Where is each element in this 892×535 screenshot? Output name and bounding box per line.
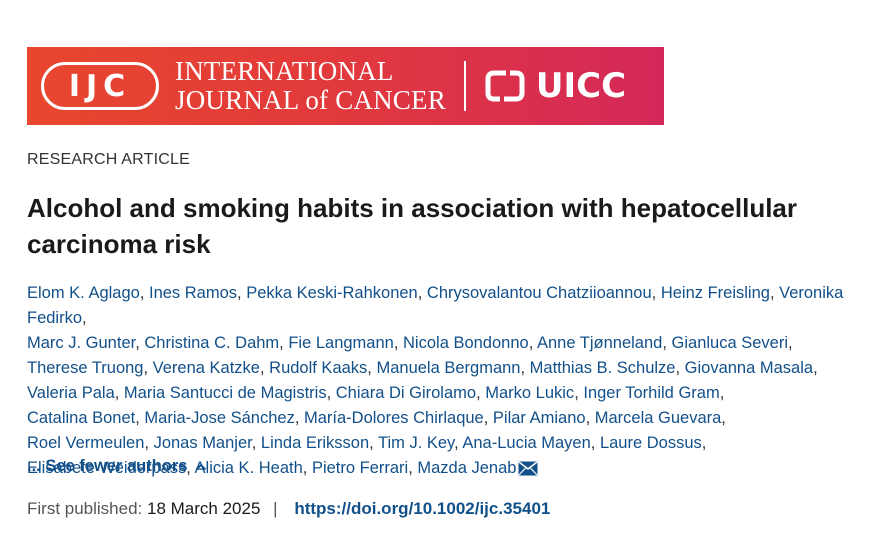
- author-link[interactable]: Therese Truong: [27, 359, 144, 377]
- article-type: RESEARCH ARTICLE: [27, 151, 190, 168]
- author-link[interactable]: Linda Eriksson: [260, 434, 370, 452]
- author-link[interactable]: Elisabete Weiderpass: [27, 459, 187, 477]
- envelope-icon[interactable]: [518, 461, 538, 476]
- author-link[interactable]: Ines Ramos: [149, 284, 238, 302]
- author-link[interactable]: Tim J. Key: [378, 434, 455, 452]
- author-link[interactable]: Jonas Manjer: [153, 434, 252, 452]
- author-link[interactable]: Marko Lukic: [485, 384, 575, 402]
- author-link[interactable]: Marc J. Gunter: [27, 334, 136, 352]
- separator: |: [273, 499, 278, 518]
- author-link[interactable]: Mazda Jenab: [417, 459, 517, 477]
- author-link[interactable]: Inger Torhild Gram: [583, 384, 720, 402]
- see-fewer-authors-button[interactable]: ... See fewer authors: [27, 457, 207, 476]
- author-link[interactable]: Gianluca Severi: [671, 334, 788, 352]
- first-published-date: 18 March 2025: [147, 499, 261, 518]
- journal-name: INTERNATIONAL JOURNAL of CANCER: [175, 57, 446, 115]
- author-link[interactable]: Elom K. Aglago: [27, 284, 140, 302]
- first-published-label: First published:: [27, 499, 143, 518]
- doi-link[interactable]: https://doi.org/10.1002/ijc.35401: [294, 499, 551, 518]
- journal-name-line1: INTERNATIONAL: [175, 56, 394, 86]
- author-link[interactable]: Verena Katzke: [152, 359, 260, 377]
- author-link[interactable]: Laure Dossus: [599, 434, 702, 452]
- author-link[interactable]: Heinz Freisling: [660, 284, 770, 302]
- uicc-mark-icon: [485, 70, 525, 102]
- see-fewer-label: ... See fewer authors: [27, 457, 188, 475]
- author-link[interactable]: Christina C. Dahm: [144, 334, 280, 352]
- article-title: Alcohol and smoking habits in associatio…: [27, 193, 798, 259]
- author-link[interactable]: Pekka Keski-Rahkonen: [246, 284, 418, 302]
- author-link[interactable]: Catalina Bonet: [27, 409, 136, 427]
- uicc-logo-text: UICC: [535, 66, 627, 106]
- uicc-logo: UICC: [484, 66, 626, 106]
- author-link[interactable]: Maria Santucci de Magistris: [123, 384, 327, 402]
- author-link[interactable]: Veronika Fedirko: [27, 284, 844, 327]
- author-link[interactable]: Roel Vermeulen: [27, 434, 145, 452]
- author-link[interactable]: Anne Tjønneland: [536, 334, 663, 352]
- author-link[interactable]: Ana-Lucia Mayen: [462, 434, 591, 452]
- banner-divider: [463, 61, 466, 111]
- author-link[interactable]: Fie Langmann: [288, 334, 394, 352]
- author-link[interactable]: Pietro Ferrari: [311, 459, 409, 477]
- author-link[interactable]: Alicia K. Heath: [194, 459, 303, 477]
- author-link[interactable]: Matthias B. Schulze: [529, 359, 676, 377]
- author-link[interactable]: Chiara Di Girolamo: [335, 384, 477, 402]
- author-link[interactable]: Rudolf Kaaks: [269, 359, 368, 377]
- author-link[interactable]: Pilar Amiano: [492, 409, 586, 427]
- author-link[interactable]: María-Dolores Chirlaque: [304, 409, 484, 427]
- journal-banner[interactable]: IJC INTERNATIONAL JOURNAL of CANCER UICC: [27, 47, 664, 125]
- author-link[interactable]: Marcela Guevara: [594, 409, 722, 427]
- author-link[interactable]: Maria-Jose Sánchez: [144, 409, 295, 427]
- author-list: Elom K. Aglago, Ines Ramos, Pekka Keski-…: [27, 284, 844, 477]
- author-link[interactable]: Chrysovalantou Chatziioannou: [426, 284, 652, 302]
- ijc-logo: IJC: [41, 62, 159, 110]
- ijc-logo-text: IJC: [68, 68, 132, 104]
- author-link[interactable]: Giovanna Masala: [684, 359, 814, 377]
- chevron-up-icon: [196, 463, 207, 470]
- author-link[interactable]: Valeria Pala: [27, 384, 115, 402]
- publication-info: First published: 18 March 2025 | https:/…: [27, 499, 550, 519]
- journal-name-line2: JOURNAL of CANCER: [175, 85, 446, 115]
- author-link[interactable]: Nicola Bondonno: [403, 334, 529, 352]
- author-link[interactable]: Manuela Bergmann: [376, 359, 521, 377]
